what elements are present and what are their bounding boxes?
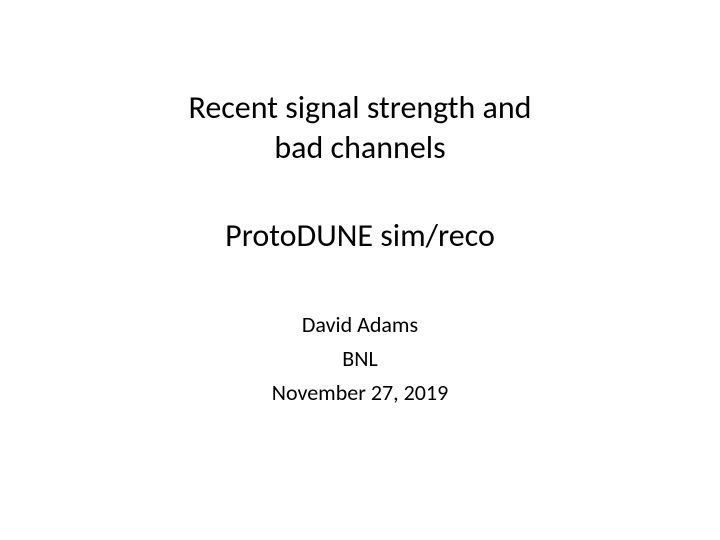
author-institution: BNL [272,342,448,376]
presentation-date: November 27, 2019 [272,376,448,410]
title-line-2: bad channels [189,128,532,168]
slide-title: Recent signal strength and bad channels [189,88,532,168]
author-block: David Adams BNL November 27, 2019 [272,308,448,410]
author-name: David Adams [272,308,448,342]
title-line-1: Recent signal strength and [189,88,532,128]
slide-subtitle: ProtoDUNE sim/reco [225,216,495,256]
subtitle-text: ProtoDUNE sim/reco [225,216,495,256]
